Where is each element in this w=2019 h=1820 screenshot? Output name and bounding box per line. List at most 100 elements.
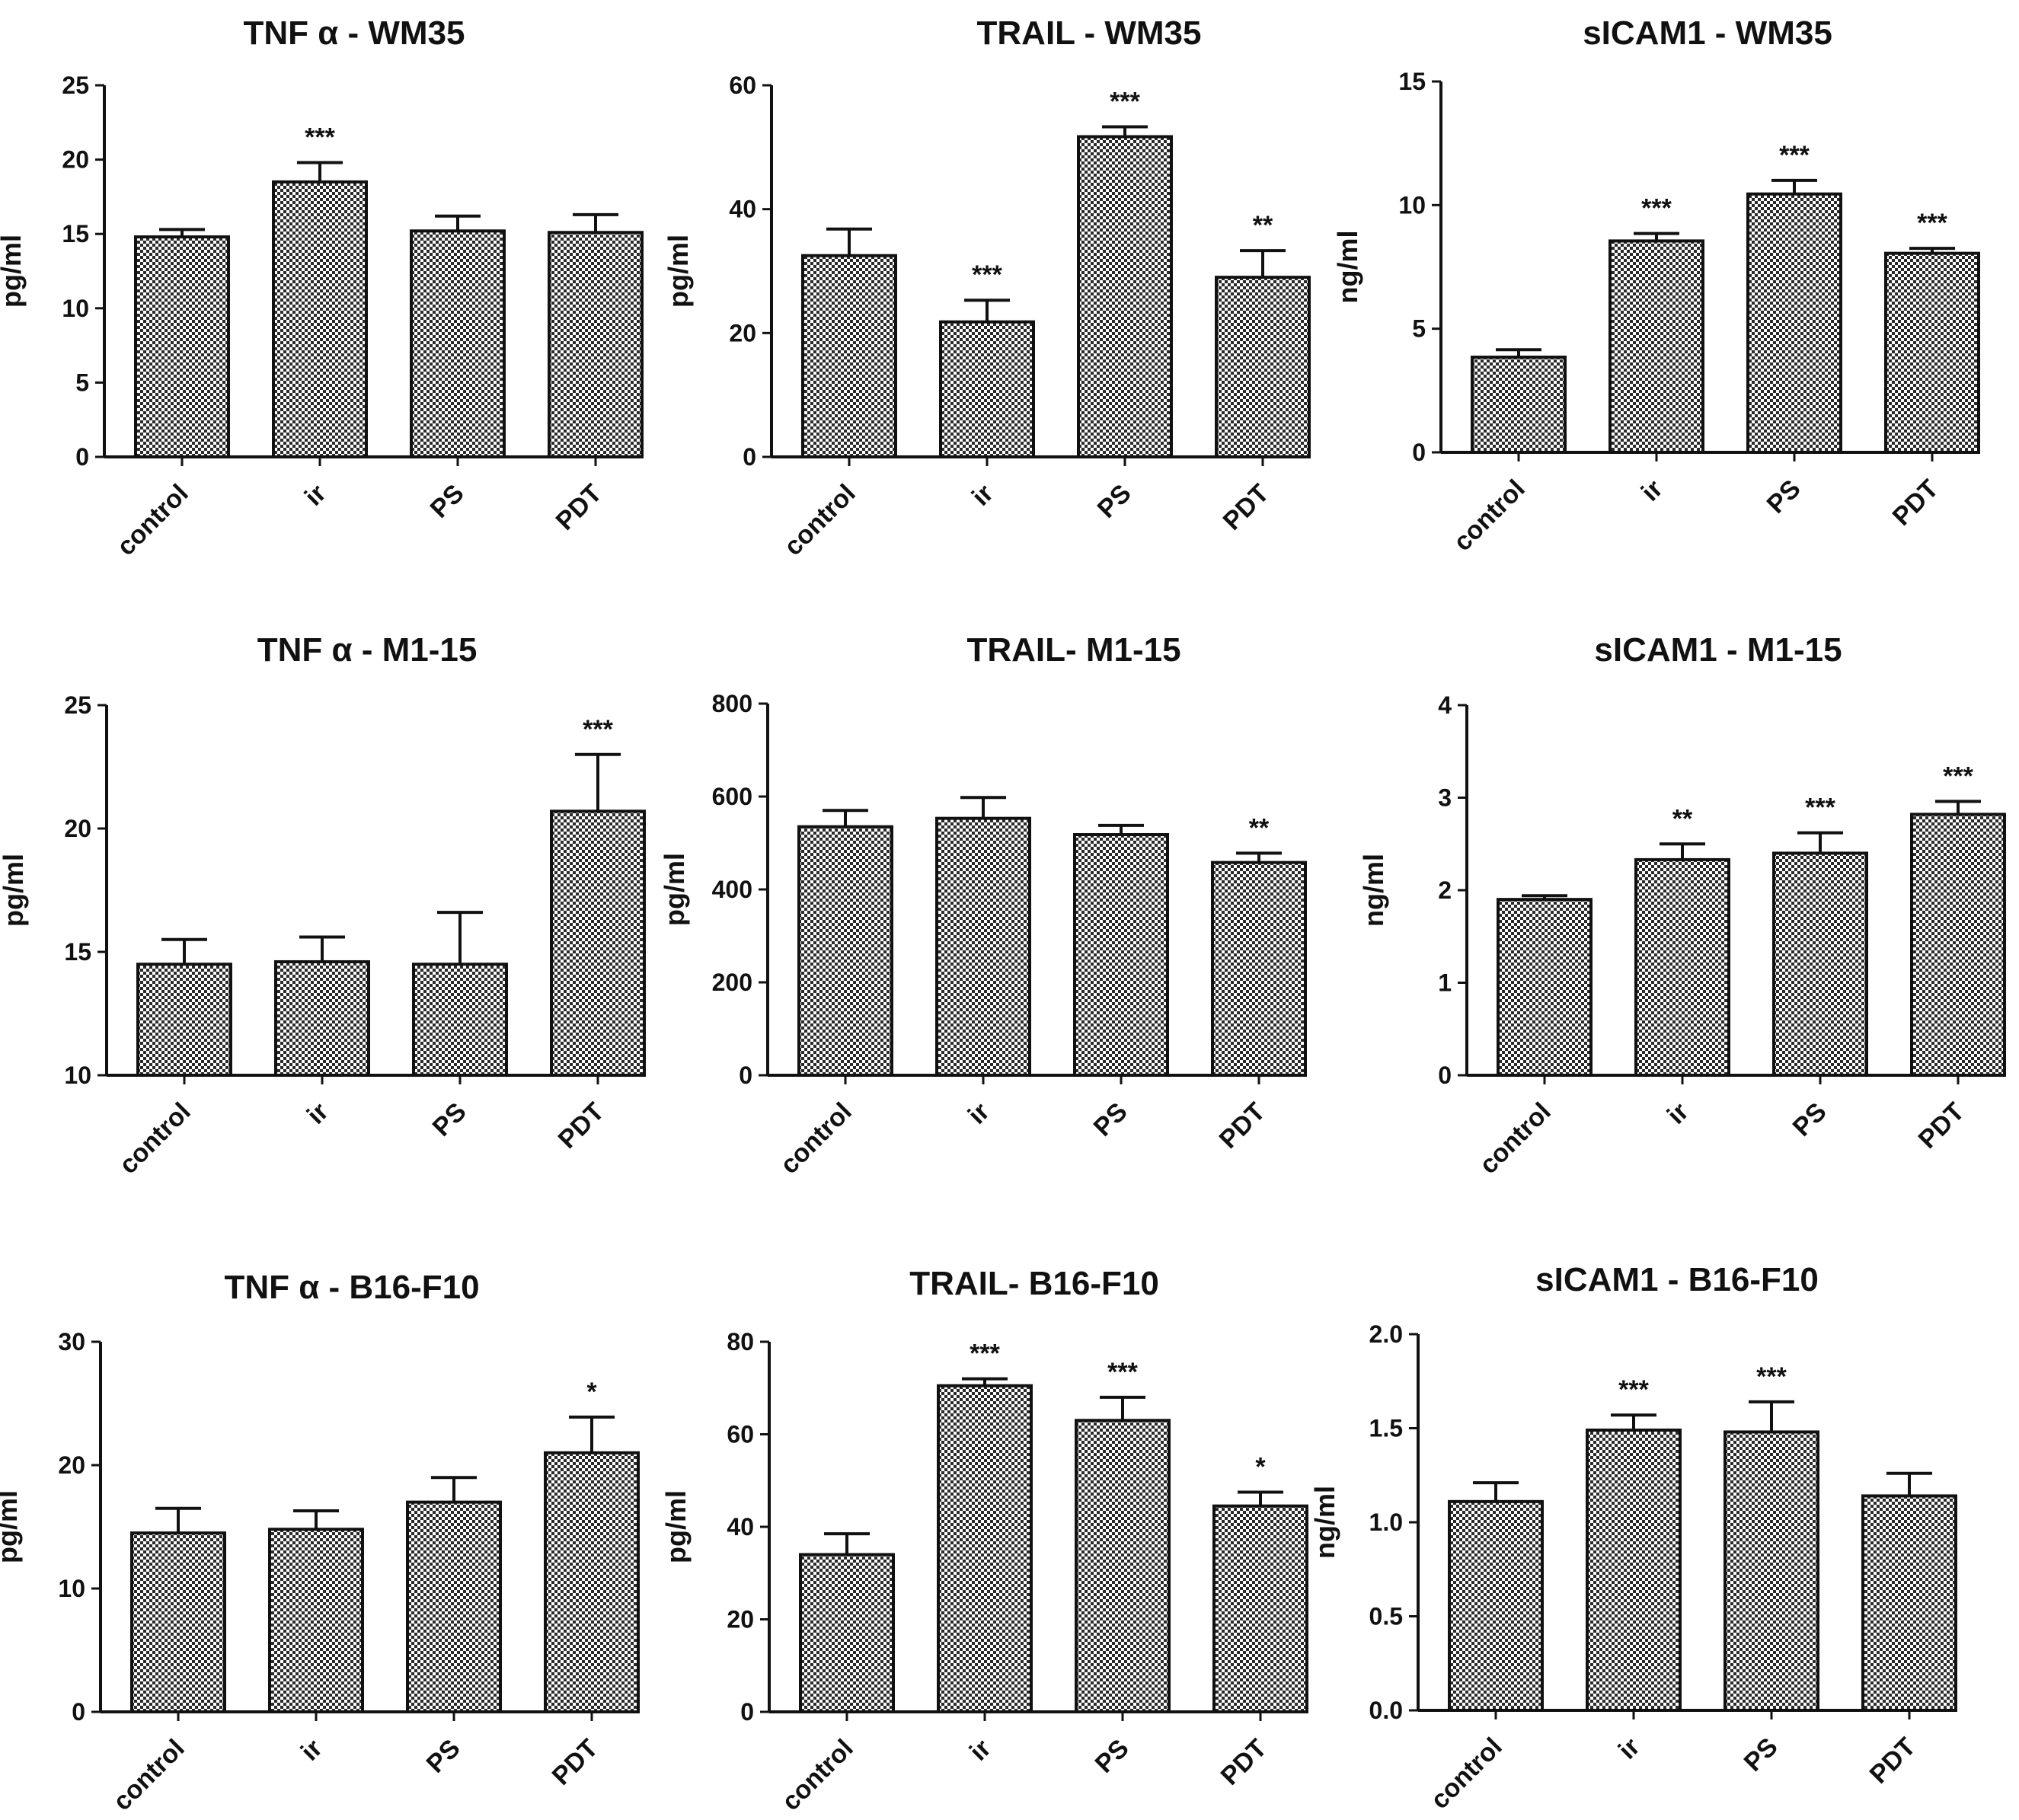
bar-control <box>1448 1499 1544 1712</box>
y-tick-label: 10 <box>1398 191 1426 219</box>
bar-pdt <box>1212 1504 1308 1713</box>
x-tick-label: PS <box>425 479 470 524</box>
bar-ps <box>412 963 508 1077</box>
y-tick-label: 1.5 <box>1369 1415 1403 1442</box>
x-tick-label: PS <box>1092 479 1137 524</box>
x-tick-label: control <box>1425 1732 1507 1815</box>
x-tick-label: control <box>1474 1097 1556 1180</box>
x-tick-label: PS <box>1739 1732 1784 1777</box>
y-tick-label: 2.0 <box>1369 1320 1403 1348</box>
significance-marker: *** <box>972 260 1002 289</box>
x-tick-label: control <box>1448 474 1530 557</box>
x-tick-label: PS <box>427 1097 472 1142</box>
x-tick-label: control <box>113 1097 196 1180</box>
y-tick-label: 0.5 <box>1369 1603 1403 1630</box>
bar-pdt <box>1861 1494 1957 1713</box>
significance-marker: ** <box>1253 211 1273 240</box>
bar-ir <box>935 816 1031 1078</box>
chart-title: TNF α - WM35 <box>243 14 465 52</box>
significance-marker: * <box>1255 1452 1266 1481</box>
bar-pdt <box>544 1451 640 1714</box>
y-tick-label: 3 <box>1438 784 1452 812</box>
y-tick-label: 25 <box>62 72 89 99</box>
y-tick-label: 60 <box>727 1421 754 1448</box>
x-tick-label: control <box>775 1097 857 1180</box>
x-tick-label: ir <box>296 1734 328 1767</box>
y-tick-label: 40 <box>729 196 756 223</box>
bar-ir <box>937 1384 1033 1714</box>
y-tick-label: 200 <box>712 969 752 996</box>
y-tick-label: 0 <box>1438 1062 1452 1089</box>
bar-ir <box>1608 239 1704 454</box>
chart-panel-3: sICAM1 - WM35 ng/ml control *** ir *** PS *** PD… <box>1332 14 1980 557</box>
x-tick-label: ir <box>966 479 999 512</box>
chart-panel-1: TNF α - WM35 pg/ml control *** ir PS PDT 0 5 10 15… <box>0 14 644 561</box>
chart-panel-4: TNF α - M1-15 pg/ml control ir PS *** PDT 10 15 2… <box>0 631 646 1180</box>
x-tick-label: ir <box>302 1097 334 1130</box>
bar-control <box>134 235 230 458</box>
significance-marker: *** <box>583 715 613 744</box>
bar-ps <box>1723 1430 1819 1712</box>
x-tick-label: control <box>107 1734 190 1816</box>
significance-marker: *** <box>1943 762 1973 790</box>
bar-ps <box>1075 1419 1171 1714</box>
significance-marker: *** <box>1917 209 1947 238</box>
bar-control <box>797 825 893 1078</box>
y-tick-label: 10 <box>62 295 89 322</box>
significance-marker: *** <box>1641 194 1672 223</box>
y-tick-label: 4 <box>1438 691 1452 719</box>
y-tick-label: 15 <box>62 220 89 247</box>
y-tick-label: 80 <box>727 1328 754 1355</box>
y-tick-label: 15 <box>1398 68 1426 95</box>
chart-title: sICAM1 - M1-15 <box>1594 631 1842 669</box>
x-tick-label: PS <box>421 1734 466 1779</box>
bar-control <box>1471 356 1567 454</box>
x-tick-label: ir <box>1613 1732 1646 1765</box>
x-tick-label: PDT <box>553 1097 610 1154</box>
x-tick-label: ir <box>964 1734 997 1767</box>
y-tick-label: 800 <box>712 690 752 717</box>
x-tick-label: PDT <box>551 479 608 536</box>
chart-panel-2: TRAIL - WM35 pg/ml control *** ir *** PS ** PDT 0… <box>663 14 1311 561</box>
bar-pdt <box>548 231 644 458</box>
significance-marker: ** <box>1249 813 1270 842</box>
chart-panel-6: sICAM1 - M1-15 ng/ml control ** ir *** PS *** PD… <box>1358 631 2006 1180</box>
bar-ir <box>939 320 1035 458</box>
chart-panel-8: TRAIL- B16-F10 pg/ml control *** ir *** PS * PDT… <box>660 1265 1308 1816</box>
y-tick-label: 40 <box>727 1513 754 1541</box>
bar-pdt <box>550 809 646 1077</box>
chart-panel-9: sICAM1 - B16-F10 ng/ml control *** ir *** PS PD… <box>1309 1261 1957 1815</box>
significance-marker: *** <box>970 1339 1000 1368</box>
bar-ps <box>1746 192 1842 454</box>
bar-ps <box>1073 833 1169 1078</box>
bar-control <box>1497 898 1593 1078</box>
y-axis-label: pg/ml <box>0 854 29 927</box>
bar-ps <box>1772 851 1868 1078</box>
y-tick-label: 0.0 <box>1369 1697 1403 1724</box>
chart-title: sICAM1 - B16-F10 <box>1535 1261 1819 1298</box>
chart-title: TNF α - M1-15 <box>257 631 478 669</box>
y-axis-label: pg/ml <box>663 235 694 308</box>
y-tick-label: 0 <box>740 1698 754 1726</box>
x-tick-label: PDT <box>1216 1734 1273 1791</box>
y-axis-label: pg/ml <box>0 235 27 308</box>
significance-marker: *** <box>1110 87 1140 116</box>
significance-marker: * <box>586 1378 597 1407</box>
x-tick-label: control <box>776 1734 858 1816</box>
y-tick-label: 2 <box>1438 876 1452 904</box>
bar-pdt <box>1910 813 2006 1077</box>
x-tick-label: PDT <box>547 1734 604 1791</box>
x-tick-label: ir <box>963 1097 995 1130</box>
y-tick-label: 20 <box>64 815 91 842</box>
bar-ir <box>274 959 370 1077</box>
x-tick-label: ir <box>1636 474 1669 507</box>
x-tick-label: PDT <box>1864 1732 1922 1790</box>
significance-marker: *** <box>1107 1358 1138 1387</box>
bar-ps <box>410 229 506 458</box>
x-tick-label: PDT <box>1887 474 1944 532</box>
bar-ir <box>272 180 368 458</box>
bar-ps <box>406 1500 502 1713</box>
chart-panel-7: TNF α - B16-F10 pg/ml control ir PS * PDT 0 10 20… <box>0 1269 640 1816</box>
bar-control <box>799 1553 895 1713</box>
